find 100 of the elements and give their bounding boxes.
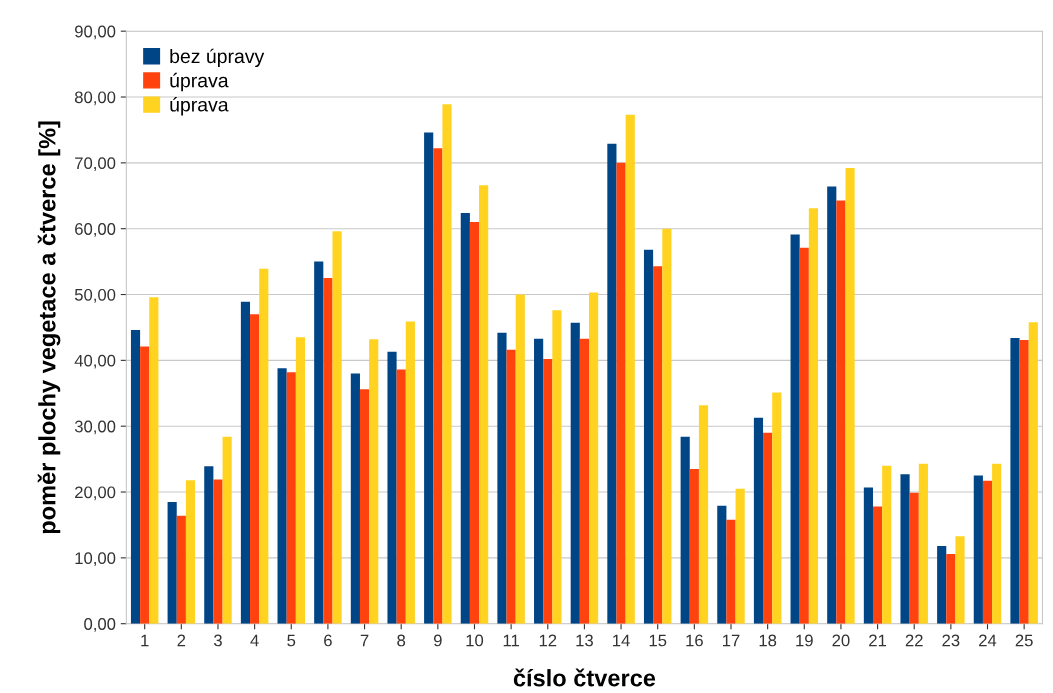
- x-tick-label: 25: [1015, 634, 1033, 647]
- bar: [213, 479, 223, 624]
- x-tick-label: 11: [503, 634, 519, 647]
- bar: [698, 405, 709, 624]
- x-tick-label: 4: [250, 634, 259, 647]
- y-tick-label: 20,00: [75, 486, 116, 501]
- bar: [442, 104, 452, 624]
- x-tick-label: 2: [177, 634, 186, 647]
- bar: [167, 501, 177, 624]
- y-tick-label: 40,00: [74, 354, 116, 369]
- bar: [240, 301, 251, 624]
- bar: [130, 330, 141, 624]
- bar: [424, 132, 434, 624]
- bar: [882, 465, 892, 624]
- x-tick-label: 23: [942, 634, 960, 647]
- bar: [295, 337, 305, 624]
- x-tick-label: 7: [360, 634, 369, 647]
- legend-label: úprava: [170, 97, 229, 116]
- x-tick-label: 14: [613, 634, 630, 647]
- x-tick-label: 24: [979, 634, 997, 647]
- bar: [1010, 337, 1020, 624]
- x-tick-label: 17: [723, 634, 740, 647]
- bar: [735, 488, 745, 624]
- x-tick-label: 15: [649, 634, 667, 647]
- x-tick-label: 1: [141, 634, 149, 647]
- x-tick-label: 12: [539, 634, 557, 647]
- bar: [763, 432, 773, 624]
- bar: [1019, 339, 1029, 624]
- bar: [387, 351, 397, 624]
- y-tick-label: 50,00: [74, 288, 116, 303]
- bar: [515, 294, 525, 624]
- bar: [396, 369, 406, 624]
- bar: [359, 389, 370, 624]
- x-tick-label: 16: [686, 634, 703, 647]
- bar: [726, 519, 736, 624]
- bar: [772, 392, 782, 624]
- bar: [222, 436, 232, 624]
- legend-label: bez úpravy: [170, 48, 265, 68]
- bar: [717, 505, 727, 624]
- x-tick-label: 21: [869, 634, 887, 647]
- x-tick-label: 20: [832, 634, 850, 647]
- bar: [662, 228, 672, 624]
- bar: [973, 475, 983, 624]
- bar: [204, 466, 214, 624]
- bar: [369, 339, 379, 624]
- bar: [469, 222, 480, 624]
- x-tick-label: 8: [397, 634, 406, 647]
- bar: [185, 480, 196, 624]
- y-tick-label: 80,00: [74, 91, 116, 106]
- x-tick-label: 9: [433, 634, 442, 647]
- y-tick-label: 90,00: [75, 25, 116, 40]
- bar: [433, 148, 443, 624]
- y-tick-label: 70,00: [75, 157, 116, 172]
- bar: [460, 212, 470, 624]
- bar: [872, 506, 883, 624]
- bar: [827, 186, 837, 624]
- bar: [918, 463, 928, 624]
- x-tick-label: 22: [905, 634, 923, 647]
- bar: [790, 234, 800, 624]
- bar: [570, 322, 580, 624]
- legend-label: úprava: [170, 72, 229, 92]
- bar: [250, 314, 260, 624]
- bar: [176, 515, 186, 624]
- bar: [589, 292, 599, 624]
- y-tick-label: 0,00: [84, 618, 116, 632]
- bar: [680, 436, 690, 624]
- x-tick-label: 6: [324, 634, 332, 647]
- y-tick-label: 10,00: [75, 552, 116, 567]
- bar: [799, 247, 809, 624]
- bar: [579, 338, 589, 624]
- y-tick-label: 60,00: [75, 223, 116, 237]
- bar: [332, 231, 342, 624]
- x-tick-label: 18: [759, 634, 777, 647]
- bar: [808, 208, 819, 624]
- bar: [552, 310, 562, 624]
- bar: [259, 268, 269, 624]
- bar: [982, 480, 993, 624]
- x-tick-label: 19: [796, 634, 813, 647]
- bar: [937, 546, 947, 624]
- bar: [506, 349, 516, 624]
- bar: [643, 249, 654, 624]
- bar: [625, 114, 635, 624]
- x-tick-label: 5: [287, 634, 296, 647]
- y-axis-title: poměr plochy vegetace a čtverce [%]: [37, 121, 61, 534]
- bar: [543, 359, 553, 624]
- bar: [1028, 322, 1038, 624]
- bar: [314, 261, 324, 624]
- bar: [140, 346, 150, 624]
- bar: [286, 372, 296, 624]
- bar: [900, 474, 910, 624]
- bar: [689, 468, 699, 624]
- bar: [149, 297, 159, 624]
- bar: [955, 536, 965, 624]
- bar: [479, 185, 489, 624]
- bar: [497, 332, 507, 624]
- bar: [946, 553, 956, 624]
- bar: [323, 278, 333, 624]
- x-tick-label: 13: [576, 634, 593, 647]
- bar: [845, 168, 855, 624]
- x-tick-label: 10: [466, 634, 484, 647]
